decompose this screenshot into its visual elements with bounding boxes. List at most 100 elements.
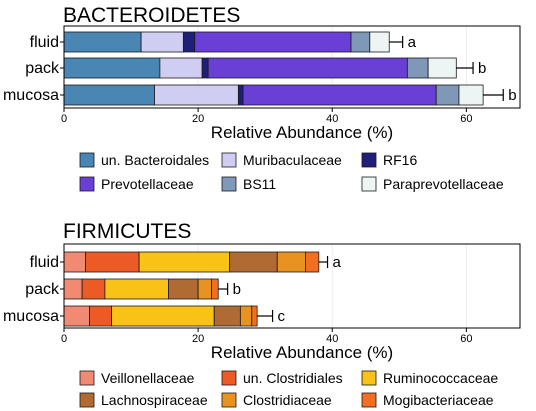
bar-segment-mogibacteriaceae [251,305,258,327]
category-label: fluid [30,34,59,51]
bar-segment-clostridiaceae [276,251,306,273]
legend-label: Mogibacteriaceae [383,392,494,408]
x-axis-label: Relative Abundance (%) [211,343,393,362]
legend-swatch [361,370,377,386]
legend-item-ruminococcaceae: Ruminococcaceae [361,370,498,386]
legend-swatch [221,370,237,386]
bar-segment-bs11 [406,57,429,79]
legend-swatch [79,152,95,168]
plot-frame [63,25,521,109]
legend-item-bs11: BS11 [221,176,276,192]
legend-swatch [79,392,95,408]
bar-segment-un-clostridiales [85,251,140,273]
bar-segment-paraprevotellaceae [369,31,390,53]
legend-label: Clostridiaceae [243,392,332,408]
legend-item-prevotellaceae: Prevotellaceae [79,176,194,192]
legend-label: Paraprevotellaceae [383,176,504,192]
bar-segment-rf16 [201,57,209,79]
bar-segment-mogibacteriaceae [211,278,219,300]
legend-swatch [221,392,237,408]
bar-segment-clostridiaceae [197,278,212,300]
bar-segment-bs11 [350,31,371,53]
bar-segment-mogibacteriaceae [305,251,320,273]
legend-swatch [361,176,377,192]
category-label: pack [25,60,60,77]
x-tick-label: 0 [61,333,67,345]
category-label: mucosa [3,87,59,104]
legend-label: Veillonellaceae [101,370,195,386]
significance-label: b [233,281,241,298]
significance-label: a [333,254,342,271]
bar-segment-un-clostridiales [81,278,106,300]
legend-label: RF16 [383,152,417,168]
legend-label: Prevotellaceae [101,176,194,192]
legend-label: Lachnospiraceae [101,392,208,408]
bar-segment-veillonellaceae [63,278,83,300]
bar-segment-paraprevotellaceae [427,57,457,79]
legend-label: un. Clostridiales [243,370,343,386]
legend-item-veillonellaceae: Veillonellaceae [79,370,195,386]
legend-label: Muribaculaceae [243,152,342,168]
bar-segment-clostridiaceae [239,305,253,327]
bar-segment-veillonellaceae [63,305,90,327]
legend-label: un. Bacteroidales [101,152,209,168]
plot-frame [63,243,521,329]
x-tick-label: 0 [61,113,67,125]
legend-swatch [79,176,95,192]
legend-item-un-bacteroidales: un. Bacteroidales [79,152,209,168]
legend-label: BS11 [243,176,276,192]
category-label: pack [25,281,60,298]
bar-segment-bs11 [435,84,460,106]
bar-segment-lachnospiraceae [229,251,278,273]
legend-item-muribaculaceae: Muribaculaceae [221,152,342,168]
x-tick-label: 60 [460,113,472,125]
legend-swatch [361,392,377,408]
bar-segment-un-bacteroidales [63,57,161,79]
bar-segment-muribaculaceae [159,57,203,79]
bar-segment-muribaculaceae [140,31,184,53]
bar-segment-un-bacteroidales [63,84,155,106]
legend-item-un-clostridiales: un. Clostridiales [221,370,343,386]
legend-item-clostridiaceae: Clostridiaceae [221,392,332,408]
x-tick-label: 20 [192,333,204,345]
bar-segment-ruminococcaceae [111,305,215,327]
bar-segment-muribaculaceae [154,84,239,106]
legend-item-rf16: RF16 [361,152,417,168]
x-tick-label: 60 [460,333,472,345]
bar-segment-prevotellaceae [242,84,437,106]
bar-segment-ruminococcaceae [138,251,231,273]
legend-swatch [79,370,95,386]
panel-title: FIRMICUTES [63,220,191,243]
bar-segment-prevotellaceae [207,57,408,79]
significance-label: b [508,87,516,104]
x-tick-label: 20 [192,113,204,125]
x-axis-label: Relative Abundance (%) [211,123,393,142]
category-label: mucosa [3,308,59,325]
bar-segment-un-clostridiales [89,305,113,327]
significance-label: b [478,60,486,77]
panel-title: BACTEROIDETES [63,4,240,27]
bar-segment-prevotellaceae [194,31,352,53]
legend-item-lachnospiraceae: Lachnospiraceae [79,392,208,408]
legend-swatch [221,176,237,192]
bar-segment-rf16 [237,84,244,106]
bar-segment-paraprevotellaceae [458,84,484,106]
significance-label: a [408,34,417,51]
legend-label: Ruminococcaceae [383,370,498,386]
legend-swatch [361,152,377,168]
category-label: fluid [30,254,59,271]
bar-segment-rf16 [182,31,196,53]
legend-item-paraprevotellaceae: Paraprevotellaceae [361,176,504,192]
legend-item-mogibacteriaceae: Mogibacteriaceae [361,392,494,408]
bar-segment-veillonellaceae [63,251,86,273]
bar-segment-lachnospiraceae [168,278,199,300]
x-tick-label: 40 [326,113,338,125]
bar-segment-lachnospiraceae [213,305,241,327]
significance-label: c [278,308,286,325]
x-tick-label: 40 [326,333,338,345]
legend-swatch [221,152,237,168]
bar-segment-ruminococcaceae [104,278,170,300]
